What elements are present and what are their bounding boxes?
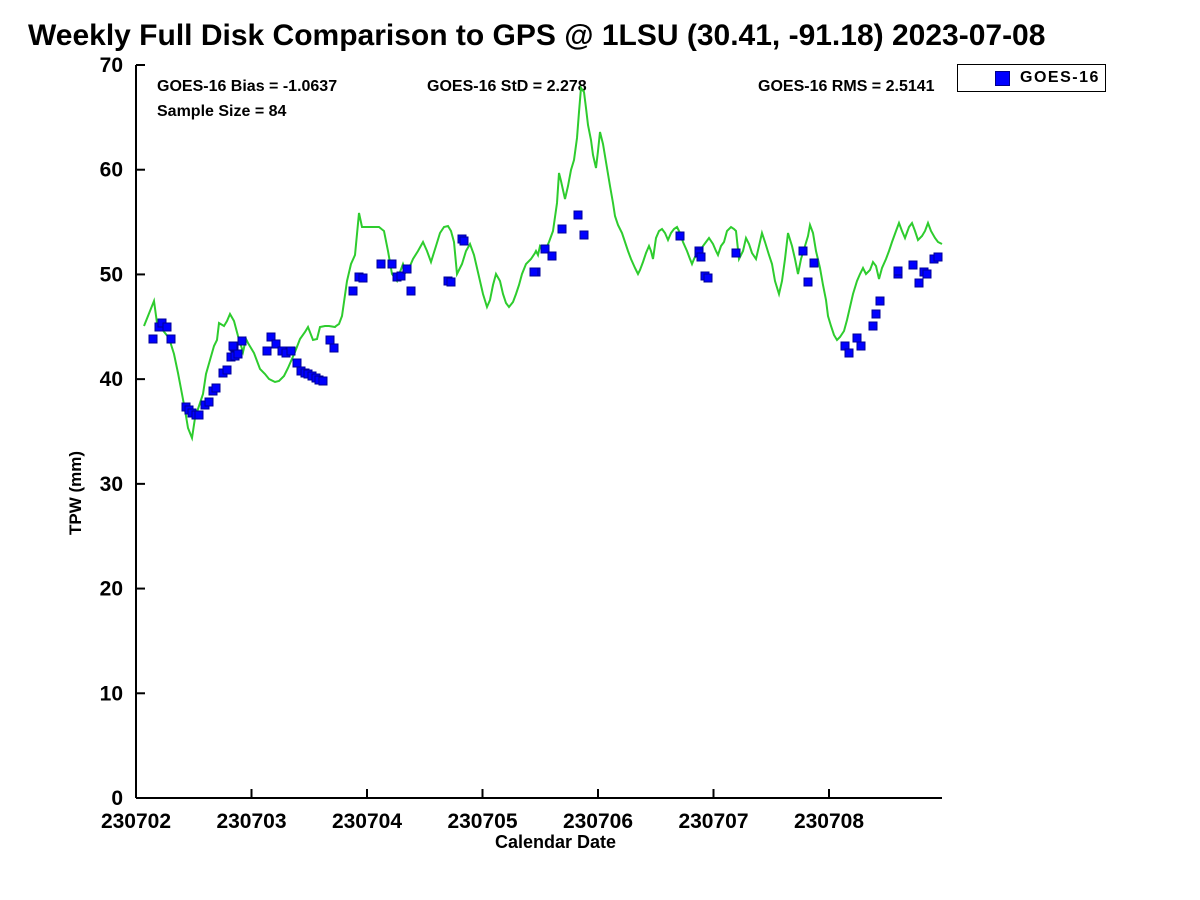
svg-text:230707: 230707 bbox=[678, 810, 748, 833]
svg-text:10: 10 bbox=[100, 682, 123, 705]
svg-text:60: 60 bbox=[100, 159, 123, 182]
svg-text:230704: 230704 bbox=[332, 810, 402, 833]
svg-text:230705: 230705 bbox=[447, 810, 517, 833]
svg-text:230708: 230708 bbox=[794, 810, 864, 833]
svg-text:230706: 230706 bbox=[563, 810, 633, 833]
svg-text:70: 70 bbox=[100, 54, 123, 77]
svg-text:50: 50 bbox=[100, 263, 123, 286]
svg-text:230702: 230702 bbox=[101, 810, 171, 833]
svg-text:30: 30 bbox=[100, 473, 123, 496]
svg-text:40: 40 bbox=[100, 368, 123, 391]
svg-text:0: 0 bbox=[111, 787, 123, 810]
svg-text:20: 20 bbox=[100, 578, 123, 601]
svg-text:230703: 230703 bbox=[216, 810, 286, 833]
